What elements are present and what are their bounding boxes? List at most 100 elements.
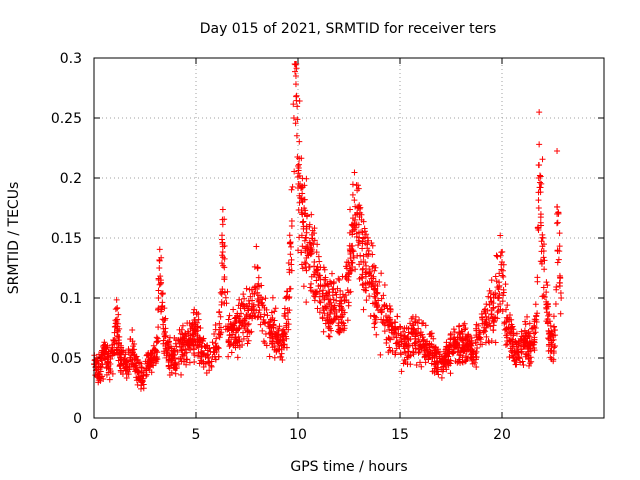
data-point (445, 349, 452, 355)
data-point (522, 318, 529, 325)
data-point (494, 295, 501, 301)
x-tick-label: 15 (391, 427, 409, 443)
data-point (314, 241, 321, 248)
data-point (365, 247, 372, 254)
data-point (502, 306, 509, 313)
data-point (138, 364, 145, 371)
data-point (349, 264, 356, 271)
data-point (148, 369, 155, 376)
data-point (315, 283, 322, 289)
data-point (286, 240, 293, 247)
data-point (321, 310, 328, 317)
data-point (230, 342, 237, 349)
data-point (363, 297, 370, 304)
data-point (445, 358, 452, 365)
data-point (522, 343, 529, 350)
data-point (503, 314, 510, 321)
data-point (171, 352, 178, 359)
data-point (504, 302, 511, 309)
data-point (297, 194, 304, 201)
data-point (281, 310, 288, 317)
data-point (445, 341, 452, 348)
data-point (397, 324, 404, 331)
data-point (503, 332, 510, 339)
data-point (118, 348, 125, 355)
data-point (251, 263, 258, 270)
data-point (526, 362, 533, 369)
data-point (281, 305, 288, 312)
data-point (348, 243, 355, 250)
data-point (115, 311, 122, 318)
data-point (177, 330, 184, 337)
data-point (347, 248, 354, 255)
data-point (257, 313, 264, 320)
data-point (507, 335, 514, 342)
data-point (232, 336, 239, 343)
data-point (452, 343, 459, 349)
data-point (482, 319, 489, 325)
data-point (412, 335, 419, 342)
data-point (537, 219, 544, 226)
data-point (433, 355, 440, 361)
data-point (499, 259, 505, 265)
data-point (255, 274, 262, 281)
data-point (303, 235, 310, 241)
data-point (351, 226, 358, 233)
data-point (532, 301, 539, 308)
data-point (499, 298, 506, 305)
data-point (554, 211, 561, 217)
data-point (287, 239, 294, 246)
data-point (300, 283, 307, 290)
data-point (276, 323, 283, 330)
data-point (333, 297, 340, 304)
data-point (362, 280, 369, 287)
data-point (330, 296, 337, 303)
data-point (159, 316, 166, 323)
data-point (508, 316, 515, 323)
data-point (484, 307, 491, 314)
data-point (521, 337, 528, 343)
data-point (181, 352, 188, 359)
data-point (443, 352, 450, 359)
data-point (455, 348, 462, 355)
data-point (198, 353, 205, 360)
data-point (236, 296, 243, 303)
data-point (107, 361, 114, 367)
data-point (95, 371, 102, 378)
data-point (158, 290, 165, 297)
data-point (268, 309, 275, 316)
data-point (178, 347, 185, 354)
data-point (285, 321, 292, 328)
data-point (161, 330, 168, 337)
data-point (144, 361, 151, 367)
data-point (419, 334, 426, 341)
data-point (308, 211, 315, 218)
data-point (413, 362, 420, 369)
data-point (259, 327, 266, 334)
data-point (544, 282, 551, 289)
data-point (316, 309, 323, 316)
data-point (327, 307, 334, 313)
data-point (386, 344, 393, 351)
x-tick-label: 10 (289, 427, 307, 443)
data-point (439, 361, 446, 367)
data-point (488, 311, 495, 318)
data-point (493, 278, 500, 285)
data-point (488, 277, 495, 284)
data-point (358, 228, 365, 235)
data-point (139, 373, 146, 379)
data-point (543, 318, 550, 325)
data-point (405, 348, 412, 355)
data-point (356, 275, 363, 282)
data-point (346, 229, 353, 236)
data-point (109, 352, 116, 359)
data-point (352, 266, 359, 273)
data-point (485, 293, 492, 300)
data-point (172, 359, 179, 366)
data-point (309, 288, 316, 295)
data-point (196, 338, 203, 345)
data-point (362, 269, 369, 276)
data-point (464, 343, 471, 349)
data-point (189, 320, 196, 327)
data-point (303, 299, 310, 306)
